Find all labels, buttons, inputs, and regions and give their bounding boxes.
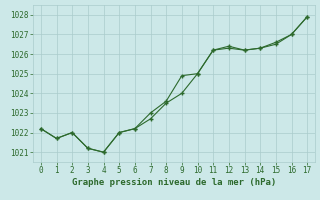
X-axis label: Graphe pression niveau de la mer (hPa): Graphe pression niveau de la mer (hPa) — [72, 178, 276, 187]
